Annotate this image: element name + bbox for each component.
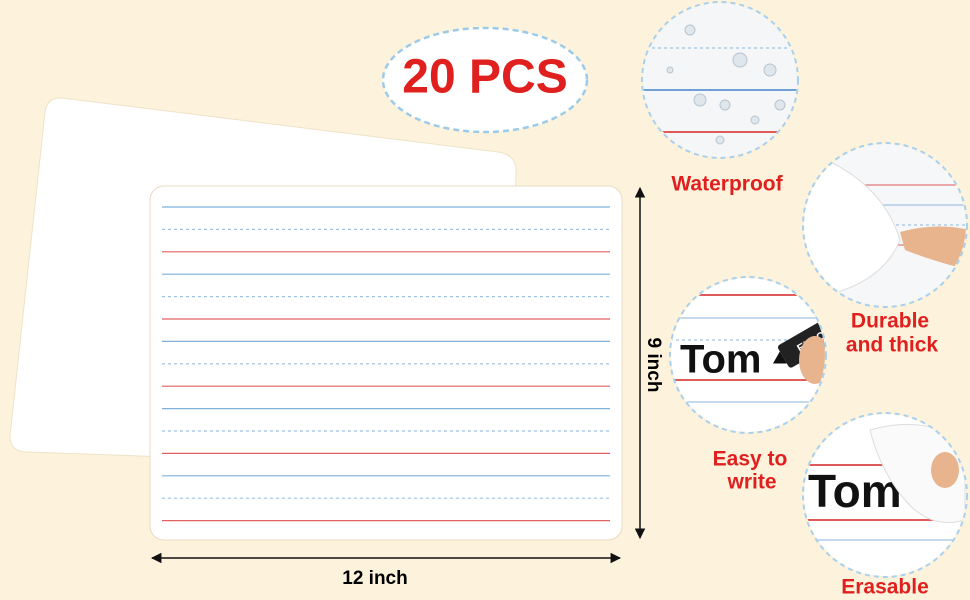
detail-circle (802, 142, 968, 308)
feature-label: and thick (846, 334, 939, 357)
detail-circle (641, 1, 799, 159)
waterproof-detail (643, 3, 797, 157)
sample-text: Tom (680, 338, 761, 382)
feature-label: Durable (851, 310, 929, 333)
feature-label: Erasable (841, 576, 929, 599)
detail-circle (669, 276, 827, 434)
height-label: 9 inch (643, 338, 664, 393)
badge-text: 20 PCS (402, 51, 567, 104)
write-detail: Tom EXPO (671, 278, 825, 432)
width-label: 12 inch (342, 568, 407, 589)
durable-detail (804, 144, 966, 306)
feature-label: Easy to (713, 448, 788, 471)
sample-text: Tom (808, 465, 902, 517)
ruled-lines (162, 206, 610, 522)
erase-detail: Tom (804, 414, 966, 576)
feature-label: write (726, 471, 776, 494)
front-board (149, 185, 623, 541)
badge-oval (381, 26, 589, 134)
feature-label: Waterproof (671, 173, 783, 196)
detail-circle (802, 412, 968, 578)
